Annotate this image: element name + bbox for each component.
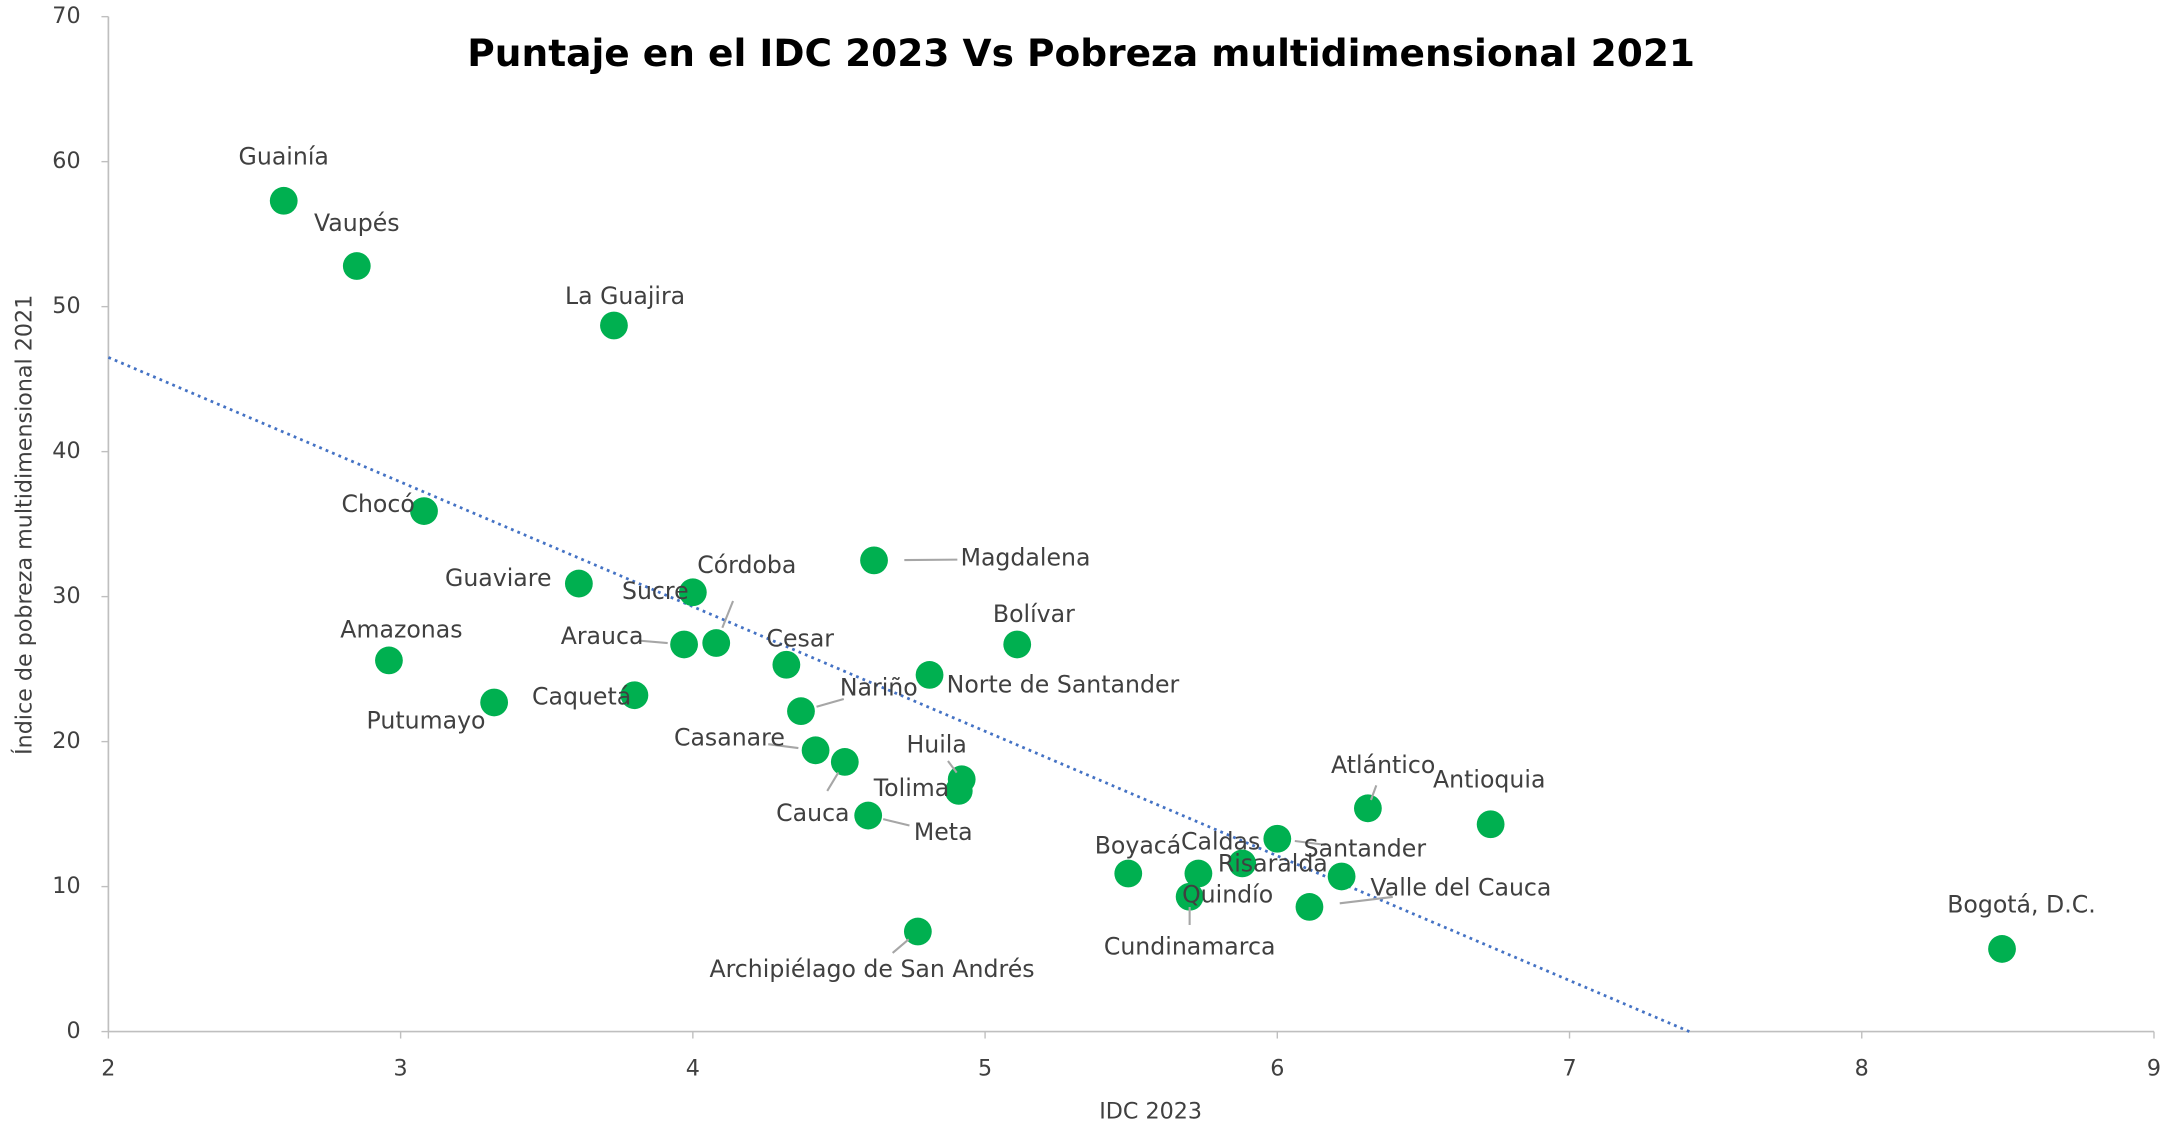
point-label: Santander bbox=[1304, 834, 1427, 862]
point-label: Casanare bbox=[674, 724, 785, 752]
point-label: Vaupés bbox=[314, 209, 400, 237]
data-point bbox=[772, 650, 801, 679]
data-point bbox=[903, 917, 932, 946]
data-point bbox=[480, 688, 509, 717]
data-point bbox=[375, 646, 403, 675]
point-label: Guaviare bbox=[445, 564, 552, 592]
y-tick-label: 60 bbox=[52, 148, 80, 174]
leader-line bbox=[721, 600, 735, 629]
point-label: Amazonas bbox=[340, 616, 462, 644]
y-axis-label: Índice de pobreza multidimensional 2021 bbox=[10, 295, 38, 755]
point-label: Boyacá bbox=[1095, 832, 1182, 860]
point-label: Meta bbox=[914, 818, 973, 846]
point-label: Archipiélago de San Andrés bbox=[709, 955, 1034, 983]
data-point bbox=[944, 777, 973, 805]
data-point bbox=[1263, 824, 1292, 853]
data-point bbox=[1476, 810, 1505, 839]
x-tick-label: 4 bbox=[686, 1056, 700, 1082]
point-label: Arauca bbox=[561, 622, 644, 650]
data-point bbox=[1114, 859, 1143, 888]
x-tick-label: 3 bbox=[394, 1056, 408, 1082]
data-point bbox=[670, 630, 698, 659]
data-point bbox=[410, 497, 438, 525]
x-tick-label: 2 bbox=[101, 1056, 115, 1082]
y-tick-label: 0 bbox=[66, 1018, 80, 1044]
point-label: Cauca bbox=[776, 799, 849, 827]
data-point bbox=[854, 801, 883, 830]
data-point bbox=[342, 252, 371, 280]
point-label: Bogotá, D.C. bbox=[1947, 890, 2096, 918]
point-label: Atlántico bbox=[1331, 751, 1435, 779]
point-label: Norte de Santander bbox=[947, 671, 1180, 699]
point-label: Tolima bbox=[873, 774, 949, 802]
y-tick-label: 30 bbox=[52, 583, 80, 609]
chart-title: Puntaje en el IDC 2023 Vs Pobreza multid… bbox=[467, 31, 1695, 75]
data-point bbox=[269, 186, 298, 215]
data-point bbox=[702, 629, 731, 657]
point-label: Putumayo bbox=[367, 706, 486, 734]
point-label: Magdalena bbox=[961, 543, 1091, 571]
leader-line bbox=[1369, 785, 1378, 801]
x-tick-label: 5 bbox=[978, 1056, 992, 1082]
data-point bbox=[1175, 882, 1204, 911]
point-label: Caquetá bbox=[532, 682, 631, 710]
leader-line bbox=[826, 771, 840, 792]
point-label: Valle del Cauca bbox=[1370, 873, 1551, 901]
x-axis-label: IDC 2023 bbox=[1099, 1099, 1202, 1125]
x-tick-label: 9 bbox=[2147, 1056, 2161, 1082]
point-label: Huila bbox=[907, 730, 967, 758]
point-label: Chocó bbox=[341, 490, 414, 518]
y-tick-label: 40 bbox=[52, 438, 80, 464]
point-label: Guainía bbox=[239, 142, 329, 170]
data-point bbox=[787, 697, 815, 726]
x-tick-label: 6 bbox=[1270, 1056, 1284, 1082]
data-point bbox=[915, 661, 944, 689]
point-label: Bolívar bbox=[993, 600, 1075, 628]
leader-line bbox=[1339, 895, 1393, 905]
data-point bbox=[620, 681, 649, 710]
data-point bbox=[830, 748, 859, 776]
data-point bbox=[1327, 862, 1356, 891]
data-point bbox=[860, 546, 888, 575]
point-label: Quindío bbox=[1182, 880, 1273, 908]
point-label: Sucre bbox=[622, 577, 689, 605]
point-label: Cundinamarca bbox=[1104, 933, 1276, 961]
x-tick-label: 8 bbox=[1855, 1056, 1869, 1082]
leader-line bbox=[768, 743, 799, 750]
leader-line bbox=[638, 639, 668, 645]
data-point bbox=[1228, 849, 1257, 878]
point-label: La Guajira bbox=[565, 282, 685, 310]
data-point bbox=[564, 569, 593, 598]
data-point bbox=[1353, 794, 1382, 823]
leader-line bbox=[816, 697, 845, 708]
data-point bbox=[1988, 935, 2016, 963]
point-label: Nariño bbox=[840, 673, 918, 701]
y-tick-label: 70 bbox=[52, 3, 80, 29]
leader-line bbox=[891, 938, 910, 954]
data-point bbox=[1184, 859, 1213, 888]
point-label: Caldas bbox=[1181, 828, 1260, 856]
data-point bbox=[801, 736, 830, 765]
leader-line bbox=[947, 760, 958, 774]
y-tick-label: 50 bbox=[52, 293, 80, 319]
leader-line bbox=[882, 818, 910, 827]
point-label: Antioquia bbox=[1433, 766, 1545, 794]
point-label: Cesar bbox=[766, 624, 834, 652]
data-point bbox=[678, 578, 707, 607]
y-tick-label: 20 bbox=[52, 728, 80, 754]
point-label: Risaralda bbox=[1218, 849, 1328, 877]
leader-line bbox=[1294, 839, 1326, 846]
point-label: Córdoba bbox=[697, 551, 796, 579]
trendline bbox=[107, 356, 1690, 1033]
y-tick-label: 10 bbox=[52, 873, 80, 899]
data-point bbox=[1295, 893, 1324, 921]
data-point bbox=[600, 311, 628, 340]
data-point bbox=[1003, 630, 1032, 659]
x-tick-label: 7 bbox=[1562, 1056, 1576, 1082]
